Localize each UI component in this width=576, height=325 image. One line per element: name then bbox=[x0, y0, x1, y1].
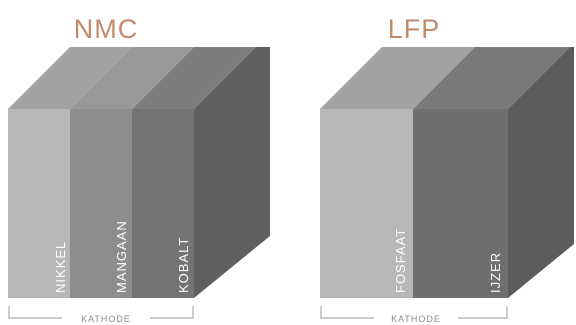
lfp-side-face bbox=[508, 47, 574, 298]
fosfaat-top-face bbox=[320, 47, 475, 109]
kobalt-front-face bbox=[132, 109, 194, 298]
ijzer-label: IJZER bbox=[488, 252, 503, 293]
kobalt-label: KOBALT bbox=[176, 237, 191, 293]
nikkel-front-face bbox=[8, 109, 70, 298]
nmc-bracket-left bbox=[8, 306, 62, 319]
ijzer-front-face bbox=[413, 109, 508, 298]
nmc-side-face bbox=[194, 47, 270, 298]
nikkel-top-face bbox=[8, 47, 132, 109]
nikkel-label: NIKKEL bbox=[53, 241, 68, 293]
ijzer-top-face bbox=[413, 47, 570, 109]
nmc-block: NMC NIKKEL MANGAAN KOBALT KATHODE bbox=[8, 14, 270, 324]
nmc-kathode-label: KATHODE bbox=[81, 314, 131, 324]
fosfaat-front-face bbox=[320, 109, 413, 298]
lfp-block: LFP FOSFAAT IJZER KATHODE bbox=[320, 14, 574, 324]
nmc-title: NMC bbox=[74, 14, 139, 44]
lfp-bracket-right bbox=[458, 306, 508, 319]
fosfaat-label: FOSFAAT bbox=[393, 228, 408, 293]
nmc-bracket-right bbox=[150, 306, 194, 319]
kobalt-top-face bbox=[132, 47, 256, 109]
mangaan-front-face bbox=[70, 109, 132, 298]
mangaan-top-face bbox=[70, 47, 194, 109]
lfp-title: LFP bbox=[388, 14, 441, 44]
lfp-bracket-left bbox=[320, 306, 374, 319]
mangaan-label: MANGAAN bbox=[114, 220, 129, 293]
lfp-kathode-label: KATHODE bbox=[391, 314, 441, 324]
